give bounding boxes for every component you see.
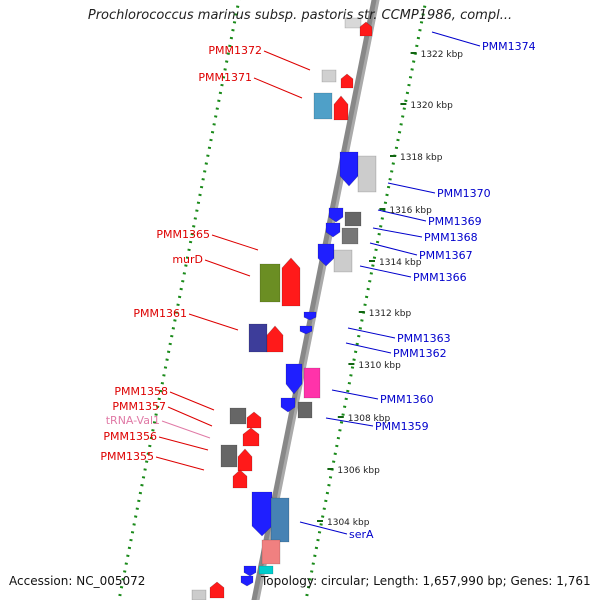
gene-pmm1360 bbox=[285, 363, 303, 395]
gene-pmm1360-b bbox=[303, 367, 321, 399]
gene-small-c bbox=[240, 575, 254, 587]
gene-fwd bbox=[359, 21, 373, 37]
gene-pmm1370-b bbox=[357, 155, 377, 193]
kbp-tick-label: 1304 kbp bbox=[327, 518, 370, 528]
gene-label-left: PMM1371 bbox=[198, 71, 252, 84]
gene-pmm1371-fwd bbox=[333, 95, 349, 121]
gene-label-left: PMM1365 bbox=[156, 228, 210, 241]
kbp-tick-label: 1312 kbp bbox=[369, 309, 412, 319]
connector-line bbox=[167, 406, 213, 427]
gene-bottom-b bbox=[191, 589, 207, 601]
gene-small bbox=[258, 565, 274, 575]
gene-trna bbox=[242, 427, 260, 447]
gene-murd bbox=[259, 263, 281, 303]
connector-line bbox=[345, 342, 392, 354]
gene-pmm1356 bbox=[220, 444, 238, 468]
connector-line bbox=[359, 265, 412, 278]
gene-label-right: PMM1360 bbox=[380, 393, 434, 406]
gene-pmm1372 bbox=[321, 69, 337, 83]
accession-text: Accession: NC_005072 bbox=[9, 574, 146, 588]
kbp-tick-label: 1310 kbp bbox=[358, 361, 401, 371]
connector-line bbox=[431, 31, 481, 47]
kbp-tick-label: 1316 kbp bbox=[389, 206, 432, 216]
gene-pmm1370 bbox=[339, 151, 359, 187]
gene-pmm1371 bbox=[313, 92, 333, 120]
gene-label-right: PMM1359 bbox=[375, 420, 429, 433]
connector-line bbox=[347, 327, 396, 339]
tick-strand-right bbox=[303, 0, 428, 604]
connector-line bbox=[387, 182, 436, 194]
gene-label-right: PMM1374 bbox=[482, 40, 536, 53]
gene-sera-rev bbox=[251, 491, 273, 537]
connector-line bbox=[263, 50, 311, 71]
gene-pmm1367 bbox=[341, 227, 359, 245]
connector-line bbox=[372, 227, 423, 238]
gene-label-left: PMM1355 bbox=[100, 450, 154, 463]
gene-label-left: murD bbox=[172, 253, 203, 266]
kbp-tick-label: 1320 kbp bbox=[410, 101, 453, 111]
connector-line bbox=[188, 313, 239, 331]
connector-line bbox=[369, 242, 418, 256]
connector-line bbox=[211, 234, 259, 251]
gene-pmm1369 bbox=[328, 207, 344, 223]
gene-label-right: PMM1368 bbox=[424, 231, 478, 244]
kbp-tick-label: 1314 kbp bbox=[379, 258, 422, 268]
connector-line bbox=[299, 521, 348, 535]
gene-bottom bbox=[209, 581, 225, 599]
gene-pmm1355 bbox=[237, 448, 253, 472]
gene-label-right: PMM1369 bbox=[428, 215, 482, 228]
connector-line bbox=[158, 436, 209, 451]
gene-label-right: PMM1370 bbox=[437, 187, 491, 200]
gene-pmm1372-fwd bbox=[340, 73, 354, 89]
gene-pmm1363 bbox=[303, 311, 317, 321]
kbp-tick-label: 1318 kbp bbox=[400, 153, 443, 163]
gene-pmm1361 bbox=[248, 323, 268, 353]
kbp-tick-label: 1308 kbp bbox=[348, 414, 391, 424]
gene-small-b bbox=[243, 565, 257, 577]
topology-text: Topology: circular; Length: 1,657,990 bp… bbox=[261, 574, 591, 588]
gene-murd-fwd bbox=[281, 257, 301, 307]
gene-pmm1362 bbox=[299, 325, 313, 335]
gene-pmm1369-b bbox=[325, 222, 341, 238]
gene-pmm1368 bbox=[344, 211, 362, 227]
gene-pmm1355-b bbox=[232, 469, 248, 489]
connector-line bbox=[169, 391, 215, 411]
gene-label-left: PMM1358 bbox=[114, 385, 168, 398]
gene-label-right: PMM1363 bbox=[397, 332, 451, 345]
gene-pmm1361-fwd bbox=[266, 325, 284, 353]
gene-pmm1358 bbox=[229, 407, 247, 425]
gene-pmm1359-b bbox=[297, 401, 313, 419]
gene-label-left: tRNA-Val1 bbox=[106, 414, 160, 427]
gene-pmm1357 bbox=[246, 411, 262, 429]
gene-label-left: PMM1372 bbox=[208, 44, 262, 57]
gene-label-right: PMM1367 bbox=[419, 249, 473, 262]
genome-title: Prochlorococcus marinus subsp. pastoris … bbox=[87, 8, 513, 23]
gene-label-right: PMM1362 bbox=[393, 347, 447, 360]
gene-label-left: PMM1357 bbox=[112, 400, 166, 413]
gene-pmm1359 bbox=[280, 397, 296, 413]
connector-line bbox=[331, 389, 379, 400]
gene-label-right: PMM1366 bbox=[413, 271, 467, 284]
gene-sera-b bbox=[261, 539, 281, 565]
gene-label-left: PMM1356 bbox=[103, 430, 157, 443]
connector-line bbox=[204, 259, 251, 277]
connector-line bbox=[325, 417, 374, 427]
gene-pmm1366 bbox=[317, 243, 335, 267]
kbp-tick-label: 1322 kbp bbox=[421, 50, 464, 60]
connector-line bbox=[155, 456, 205, 471]
gene-label-left: PMM1361 bbox=[133, 307, 187, 320]
gene-label-right: serA bbox=[349, 528, 374, 541]
connector-line bbox=[253, 77, 303, 99]
gene-pmm1366-b bbox=[333, 249, 353, 273]
gene-sera bbox=[270, 497, 290, 543]
tick-strand-left bbox=[116, 0, 241, 604]
kbp-tick-label: 1306 kbp bbox=[337, 466, 380, 476]
connector-line bbox=[161, 420, 211, 439]
connector-line bbox=[377, 209, 427, 222]
